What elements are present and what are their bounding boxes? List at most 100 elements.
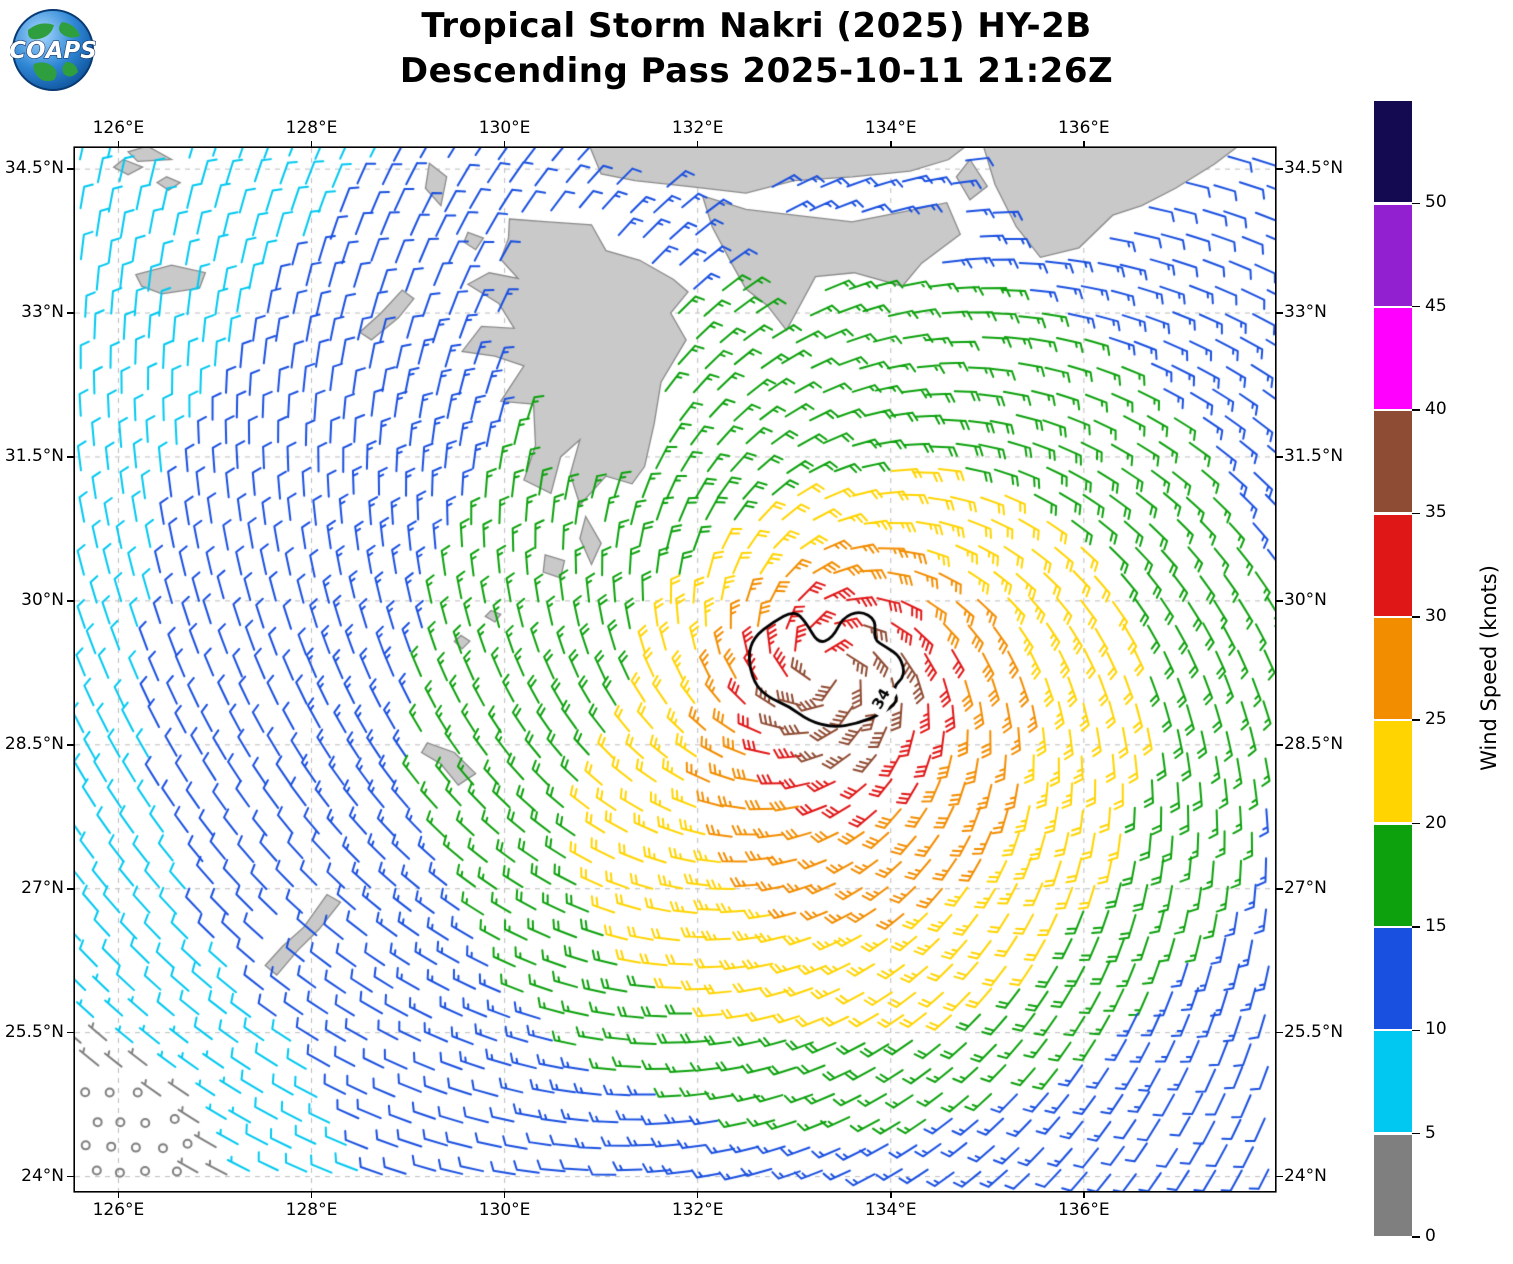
- map-frame: [75, 148, 1275, 1191]
- colorbar-segment-20-25: [1374, 721, 1412, 823]
- y-tick-label-left: 30°N: [21, 589, 64, 610]
- colorbar-tick-mark: [1412, 409, 1420, 411]
- colorbar-segment-30-35: [1374, 514, 1412, 616]
- x-tick-label-top: 136°E: [1057, 118, 1110, 138]
- colorbar-segment-45-50: [1374, 204, 1412, 306]
- x-tick-label-bottom: 128°E: [285, 1200, 338, 1220]
- colorbar-tick-label: 30: [1425, 605, 1447, 626]
- y-tick-label-left: 25.5°N: [4, 1021, 64, 1042]
- y-tick-mark-right: [1275, 456, 1283, 458]
- x-tick-label-bottom: 130°E: [478, 1200, 531, 1220]
- y-tick-label-left: 34.5°N: [4, 158, 64, 179]
- y-tick-mark-left: [67, 744, 75, 746]
- x-tick-label-bottom: 132°E: [671, 1200, 724, 1220]
- continent-shape: [33, 62, 57, 82]
- colorbar-tick-mark: [1412, 1132, 1420, 1135]
- colorbar-tick-mark: [1412, 616, 1420, 618]
- colorbar-tick-mark: [1412, 822, 1420, 825]
- x-tick-mark-top: [117, 141, 120, 148]
- y-tick-mark-left: [67, 456, 75, 458]
- coaps-logo: COAPS: [10, 9, 96, 91]
- x-tick-label-top: 130°E: [478, 118, 531, 138]
- colorbar-segment-50-55: [1374, 101, 1412, 203]
- y-tick-label-right: 24°N: [1284, 1165, 1327, 1186]
- x-tick-mark-top: [1083, 141, 1085, 148]
- colorbar: [1374, 100, 1412, 1237]
- y-tick-label-right: 28.5°N: [1284, 733, 1344, 754]
- y-tick-label-left: 31.5°N: [4, 445, 64, 466]
- y-tick-label-right: 27°N: [1284, 877, 1327, 898]
- y-tick-mark-left: [67, 888, 75, 890]
- colorbar-tick-label: 35: [1425, 502, 1447, 523]
- colorbar-segment-10-15: [1374, 928, 1412, 1030]
- colorbar-tick-mark: [1412, 1029, 1420, 1032]
- x-tick-mark-bottom: [503, 1191, 506, 1198]
- x-tick-mark-top: [310, 141, 313, 148]
- colorbar-segment-25-30: [1374, 618, 1412, 719]
- x-tick-label-bottom: 136°E: [1057, 1200, 1110, 1220]
- x-tick-mark-top: [696, 141, 699, 148]
- x-tick-mark-top: [890, 141, 892, 148]
- y-tick-mark-right: [1275, 1031, 1283, 1034]
- colorbar-tick-label: 25: [1425, 709, 1447, 730]
- y-tick-mark-right: [1275, 600, 1283, 602]
- plot-title-line1: Tropical Storm Nakri (2025) HY-2B: [421, 6, 1092, 46]
- y-tick-label-left: 27°N: [21, 877, 64, 898]
- x-tick-label-top: 128°E: [285, 118, 338, 138]
- x-tick-label-top: 132°E: [671, 118, 724, 138]
- colorbar-tick-mark: [1412, 926, 1420, 928]
- y-tick-mark-right: [1275, 744, 1283, 746]
- colorbar-tick-label: 45: [1425, 295, 1447, 316]
- x-tick-mark-bottom: [117, 1191, 120, 1198]
- x-tick-mark-bottom: [310, 1191, 313, 1198]
- x-tick-label-top: 126°E: [92, 118, 145, 138]
- colorbar-axis-label: Wind Speed (knots): [1477, 565, 1501, 771]
- x-tick-mark-top: [503, 141, 506, 148]
- plot-title-line2: Descending Pass 2025-10-11 21:26Z: [399, 50, 1114, 91]
- logo-text: COAPS: [10, 38, 96, 64]
- continent-shape: [27, 23, 54, 40]
- y-tick-mark-left: [67, 600, 75, 602]
- colorbar-tick-mark: [1412, 1236, 1420, 1238]
- x-tick-mark-bottom: [696, 1191, 699, 1198]
- colorbar-segment-5-10: [1374, 1031, 1412, 1133]
- colorbar-tick-mark: [1412, 202, 1420, 205]
- colorbar-tick-mark: [1412, 512, 1420, 515]
- y-tick-mark-left: [67, 1031, 75, 1034]
- x-tick-label-bottom: 134°E: [864, 1200, 917, 1220]
- continent-shape: [59, 22, 80, 38]
- colorbar-tick-label: 20: [1425, 812, 1447, 833]
- y-tick-mark-left: [67, 1175, 75, 1178]
- colorbar-tick-label: 10: [1425, 1019, 1447, 1040]
- y-tick-mark-left: [67, 168, 75, 170]
- colorbar-tick-mark: [1412, 305, 1420, 308]
- y-tick-label-left: 33°N: [21, 302, 64, 323]
- y-tick-label-left: 24°N: [21, 1165, 64, 1186]
- y-tick-label-right: 25.5°N: [1284, 1021, 1344, 1042]
- plot-title: Tropical Storm Nakri (2025) HY-2B Descen…: [0, 4, 1513, 94]
- x-tick-label-top: 134°E: [864, 118, 917, 138]
- colorbar-segment-35-40: [1374, 411, 1412, 513]
- colorbar-tick-label: 0: [1425, 1226, 1436, 1246]
- colorbar-tick-label: 5: [1425, 1122, 1436, 1143]
- y-tick-label-right: 31.5°N: [1284, 445, 1344, 466]
- y-tick-label-right: 30°N: [1284, 589, 1327, 610]
- x-tick-label-bottom: 126°E: [92, 1200, 145, 1220]
- colorbar-segment-0-5: [1374, 1134, 1412, 1236]
- x-tick-mark-bottom: [890, 1191, 892, 1198]
- y-tick-mark-right: [1275, 312, 1283, 314]
- y-tick-mark-right: [1275, 888, 1283, 890]
- continent-shape: [62, 62, 78, 77]
- y-tick-mark-right: [1275, 1175, 1283, 1178]
- x-tick-mark-bottom: [1083, 1191, 1085, 1198]
- colorbar-tick-label: 15: [1425, 915, 1447, 936]
- y-tick-label-right: 34.5°N: [1284, 158, 1344, 179]
- colorbar-tick-label: 50: [1425, 192, 1447, 213]
- y-tick-mark-right: [1275, 168, 1283, 170]
- y-tick-label-right: 33°N: [1284, 302, 1327, 323]
- y-tick-mark-left: [67, 312, 75, 314]
- y-tick-label-left: 28.5°N: [4, 733, 64, 754]
- colorbar-tick-label: 40: [1425, 399, 1447, 420]
- wind-map-canvas: [75, 148, 1275, 1191]
